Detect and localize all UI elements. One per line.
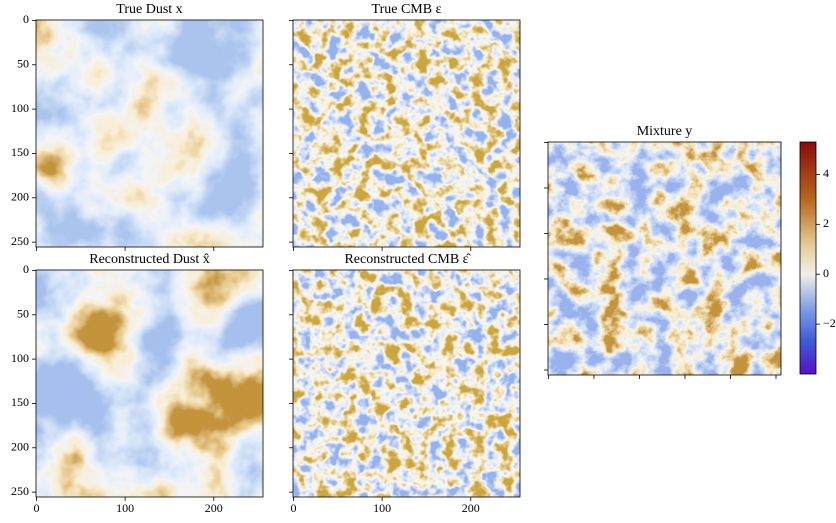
y-tick-label: 150	[11, 145, 29, 159]
x-tick-label: 100	[373, 501, 391, 515]
image-panel	[36, 20, 263, 247]
colorbar-tick-label: 4	[823, 166, 829, 180]
panel-title: Reconstructed CMB ε̂	[344, 252, 471, 267]
y-tick-label: 200	[11, 440, 29, 454]
x-tick-label: 200	[462, 501, 480, 515]
figure: True Dust x050100150200250True CMB εReco…	[0, 0, 836, 518]
y-tick-label: 100	[11, 101, 29, 115]
x-tick-label: 0	[290, 501, 296, 515]
y-tick-label: 150	[11, 395, 29, 409]
colorbar-tick-label: 2	[823, 216, 829, 230]
x-tick-label: 0	[33, 501, 39, 515]
y-tick-label: 0	[23, 12, 29, 26]
y-tick-label: 250	[11, 484, 29, 498]
image-panel	[293, 270, 520, 497]
image-panel	[36, 270, 263, 497]
colorbar	[800, 142, 816, 374]
y-tick-label: 100	[11, 351, 29, 365]
image-panel	[293, 20, 520, 247]
panel-title: Reconstructed Dust x̂	[89, 252, 210, 267]
y-tick-label: 200	[11, 190, 29, 204]
colorbar-tick-label: 0	[823, 266, 829, 280]
y-tick-label: 50	[17, 307, 29, 321]
image-panel	[548, 142, 781, 375]
y-tick-label: 250	[11, 234, 29, 248]
x-tick-label: 200	[205, 501, 223, 515]
y-tick-label: 50	[17, 57, 29, 71]
panel-title: True CMB ε	[372, 2, 442, 17]
colorbar-tick-label: −2	[823, 316, 836, 330]
panel-title: Mixture y	[637, 124, 693, 139]
panel-title: True Dust x	[116, 2, 182, 17]
x-tick-label: 100	[116, 501, 134, 515]
y-tick-label: 0	[23, 262, 29, 276]
